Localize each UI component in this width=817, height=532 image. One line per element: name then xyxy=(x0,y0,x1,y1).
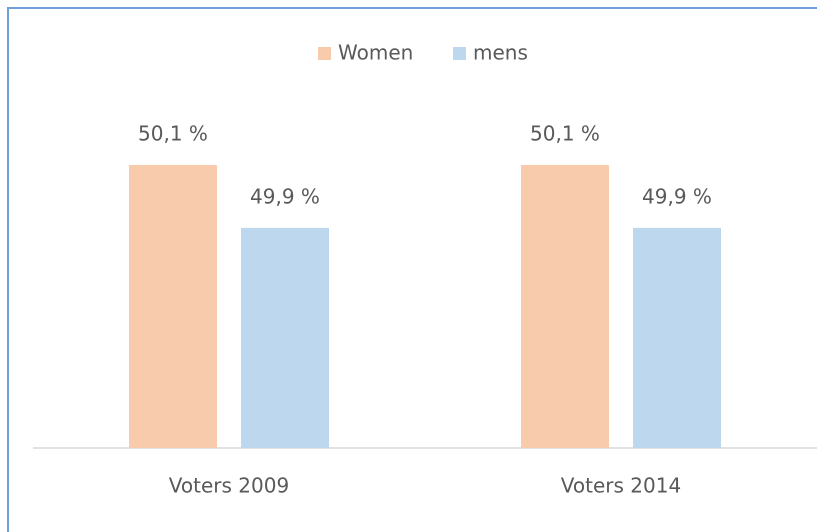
bar xyxy=(241,227,329,448)
bar xyxy=(633,227,721,448)
frame xyxy=(7,7,817,532)
bar xyxy=(129,164,217,448)
data-label: 49,9 % xyxy=(250,184,320,208)
data-label: 50,1 % xyxy=(530,121,600,145)
x-tick-label: Voters 2014 xyxy=(561,474,681,498)
legend-swatch xyxy=(318,47,331,60)
x-tick-label: Voters 2009 xyxy=(169,474,289,498)
legend-label: Women xyxy=(338,41,413,65)
bar xyxy=(521,164,609,448)
legend-label: mens xyxy=(473,41,528,65)
legend-swatch xyxy=(453,47,466,60)
data-label: 49,9 % xyxy=(642,184,712,208)
data-label: 50,1 % xyxy=(138,121,208,145)
